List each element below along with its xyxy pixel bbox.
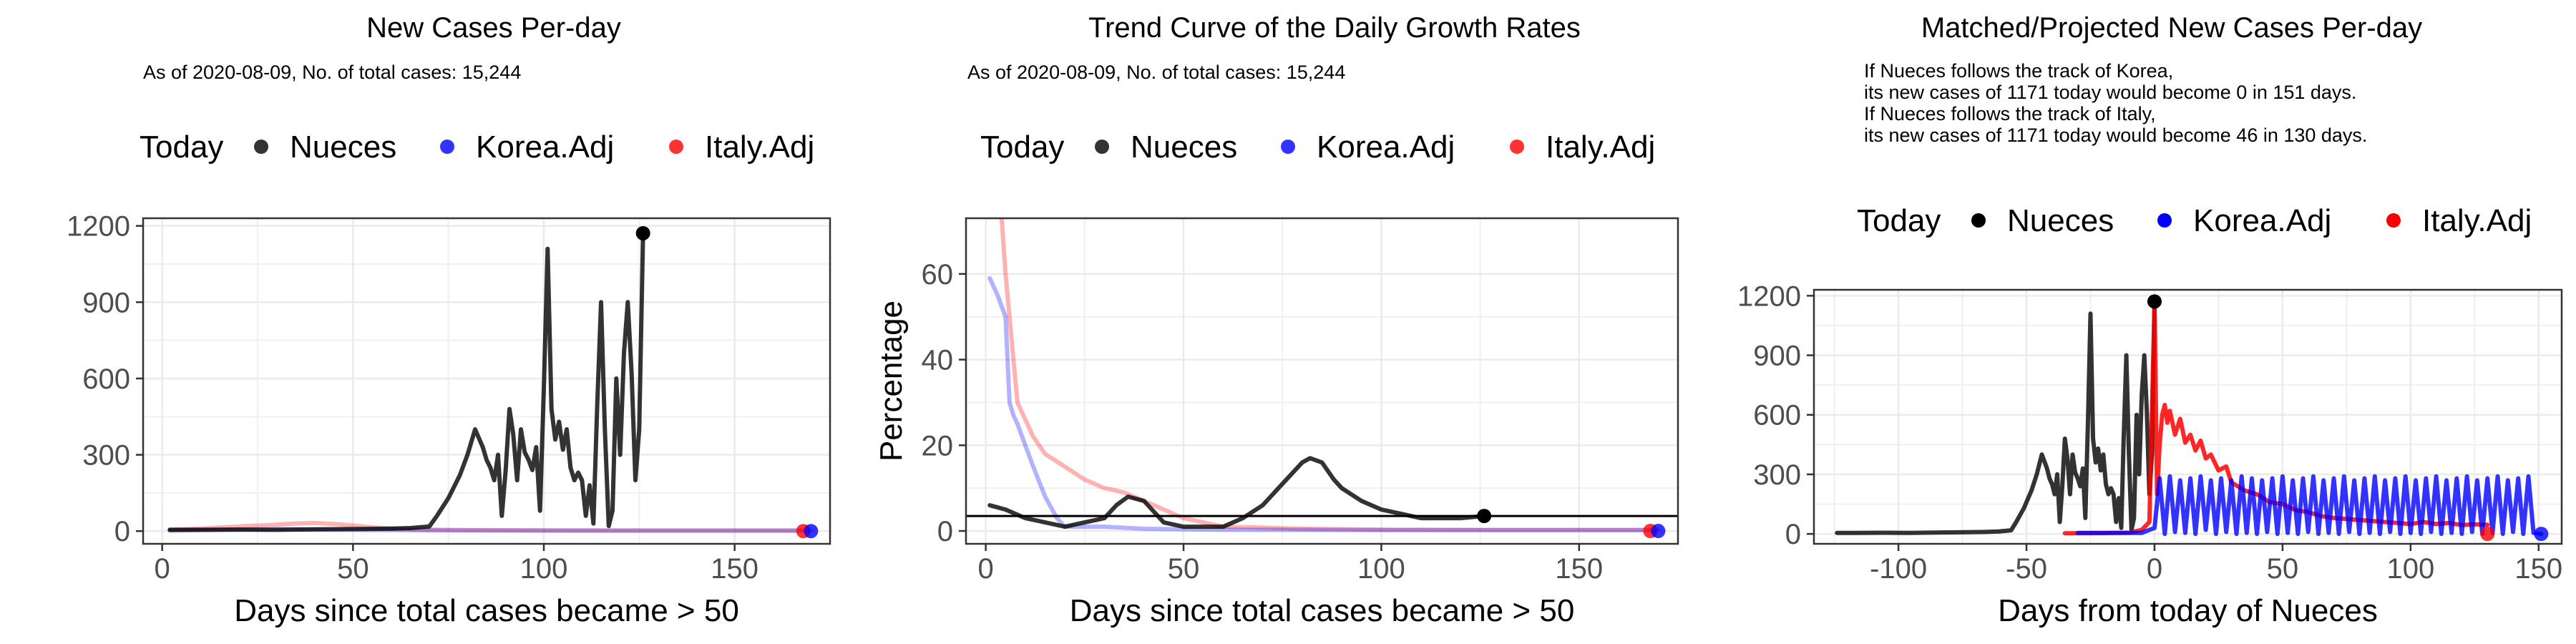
legend-key-korea-adj bbox=[1281, 140, 1295, 154]
today-point-nueces bbox=[635, 225, 650, 240]
x-tick-label: 0 bbox=[978, 553, 994, 585]
series-line-korea-adj bbox=[987, 275, 1661, 532]
y-tick-label: 300 bbox=[1753, 459, 1801, 491]
y-tick-label: 0 bbox=[114, 516, 130, 547]
today-point-korea-adj bbox=[2534, 527, 2549, 542]
legend-entry-label: Nueces bbox=[1131, 130, 1237, 165]
ticks: 0 50 100 150 0 20 40 60 bbox=[922, 259, 1604, 585]
x-axis-title: Days from today of Nueces bbox=[1998, 593, 2378, 628]
y-tick-label: 900 bbox=[82, 287, 130, 318]
x-tick-label: 150 bbox=[2514, 553, 2562, 585]
panel-title: Trend Curve of the Daily Growth Rates bbox=[1088, 12, 1581, 44]
series-line-italy-adj bbox=[999, 218, 1653, 532]
legend-key-nueces bbox=[1971, 213, 1986, 228]
legend: Today Nueces Korea.Adj Italy.Adj bbox=[1857, 203, 2532, 238]
panel-2: Trend Curve of the Daily Growth Rates As … bbox=[874, 12, 1679, 628]
x-tick-label: 50 bbox=[337, 553, 369, 585]
panel-3: Matched/Projected New Cases Per-day If Nu… bbox=[1737, 12, 2563, 628]
legend-entry-label: Italy.Adj bbox=[1546, 130, 1655, 165]
panel-subtitle-line: If Nueces follows the track of Korea, bbox=[1864, 60, 2173, 82]
plot-background bbox=[143, 218, 830, 544]
panel-subtitle: As of 2020-08-09, No. of total cases: 15… bbox=[143, 62, 521, 83]
series-line-nueces bbox=[1835, 299, 2157, 535]
series-line-korea-adj bbox=[2075, 474, 2544, 537]
legend-entry-label: Korea.Adj bbox=[476, 130, 614, 165]
legend-key-korea-adj bbox=[2157, 213, 2172, 228]
panel-subtitle-line: its new cases of 1171 today would become… bbox=[1864, 125, 2367, 146]
y-tick-label: 0 bbox=[937, 516, 953, 547]
panel-subtitle: As of 2020-08-09, No. of total cases: 15… bbox=[967, 62, 1345, 83]
y-tick-label: 40 bbox=[922, 345, 954, 376]
x-tick-label: 150 bbox=[711, 553, 758, 585]
series-group bbox=[1835, 299, 2544, 537]
legend-key-italy-adj bbox=[1510, 140, 1524, 154]
grid bbox=[1814, 290, 2562, 544]
series-line-nueces bbox=[987, 456, 1487, 530]
x-tick-label: 100 bbox=[1357, 553, 1405, 585]
legend: Today Nueces Korea.Adj Italy.Adj bbox=[980, 130, 1655, 165]
x-tick-label: 100 bbox=[520, 553, 568, 585]
x-tick-label: 100 bbox=[2386, 553, 2434, 585]
panel-border bbox=[142, 217, 831, 545]
series-group bbox=[987, 218, 1661, 532]
y-tick-label: 300 bbox=[82, 440, 130, 472]
x-tick-label: 0 bbox=[2147, 553, 2162, 585]
y-tick-label: 900 bbox=[1753, 341, 1801, 372]
y-tick-label: 600 bbox=[82, 364, 130, 395]
legend-entry-label: Korea.Adj bbox=[2193, 203, 2331, 238]
ticks: 0 50 100 150 0 300 600 900 1200 bbox=[67, 211, 758, 585]
today-point-nueces bbox=[2147, 294, 2162, 309]
today-point-korea-adj bbox=[804, 524, 819, 539]
legend-key-italy-adj bbox=[669, 140, 683, 154]
today-point-nueces bbox=[1477, 509, 1492, 524]
x-axis-title: Days since total cases became > 50 bbox=[1070, 593, 1575, 628]
x-tick-label: 50 bbox=[1168, 553, 1200, 585]
panel-title: Matched/Projected New Cases Per-day bbox=[1921, 12, 2422, 44]
legend-key-nueces bbox=[1095, 140, 1109, 154]
x-tick-label: -100 bbox=[1870, 553, 1927, 585]
today-point-italy-adj bbox=[2480, 527, 2495, 542]
legend-entry-label: Italy.Adj bbox=[2422, 203, 2532, 238]
legend-entry-label: Korea.Adj bbox=[1317, 130, 1455, 165]
y-tick-label: 20 bbox=[922, 430, 954, 462]
y-tick-label: 600 bbox=[1753, 400, 1801, 431]
y-tick-label: 1200 bbox=[1737, 280, 1801, 312]
legend-entry-label: Italy.Adj bbox=[705, 130, 814, 165]
legend-entry-label: Nueces bbox=[2007, 203, 2114, 238]
legend-title: Today bbox=[140, 130, 223, 165]
y-tick-label: 0 bbox=[1785, 519, 1801, 550]
panel-title: New Cases Per-day bbox=[366, 12, 621, 44]
series-line-nueces bbox=[167, 231, 645, 532]
legend-title: Today bbox=[1857, 203, 1941, 238]
panel-1: New Cases Per-day As of 2020-08-09, No. o… bbox=[67, 12, 831, 628]
panel-subtitle-line: If Nueces follows the track of Italy, bbox=[1864, 103, 2156, 125]
y-axis-title: Percentage bbox=[874, 301, 909, 462]
y-tick-label: 60 bbox=[922, 259, 954, 291]
ticks: -100 -50 0 50 100 150 0 300 600 900 1200 bbox=[1737, 280, 2562, 585]
y-tick-label: 1200 bbox=[67, 211, 130, 243]
legend-key-korea-adj bbox=[440, 140, 454, 154]
x-tick-label: 150 bbox=[1555, 553, 1603, 585]
legend: Today Nueces Korea.Adj Italy.Adj bbox=[140, 130, 814, 165]
legend-key-nueces bbox=[254, 140, 268, 154]
panel-border bbox=[1813, 288, 2563, 545]
today-point-korea-adj bbox=[1651, 524, 1666, 539]
x-tick-label: 0 bbox=[155, 553, 170, 585]
legend-key-italy-adj bbox=[2386, 213, 2401, 228]
panel-border bbox=[965, 217, 1679, 545]
plot-background bbox=[966, 218, 1678, 544]
legend-title: Today bbox=[980, 130, 1064, 165]
grid bbox=[966, 218, 1678, 544]
legend-entry-label: Nueces bbox=[290, 130, 396, 165]
x-tick-label: 50 bbox=[2267, 553, 2299, 585]
x-tick-label: -50 bbox=[2006, 553, 2047, 585]
series-group bbox=[167, 231, 814, 533]
panel-subtitle-line: its new cases of 1171 today would become… bbox=[1864, 82, 2356, 103]
x-axis-title: Days since total cases became > 50 bbox=[234, 593, 739, 628]
